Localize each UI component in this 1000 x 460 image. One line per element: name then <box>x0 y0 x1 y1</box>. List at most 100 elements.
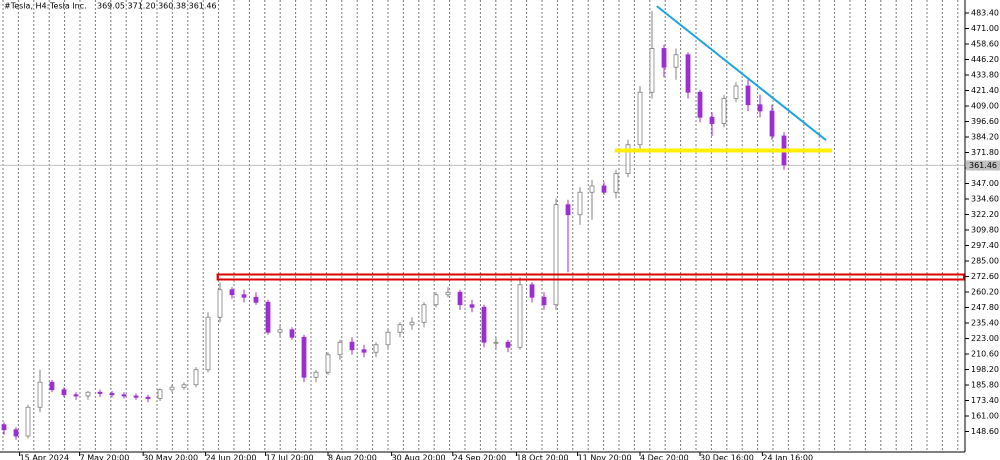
x-tick-label: 8 Aug 20:00 <box>328 454 377 460</box>
candle-body <box>253 296 259 303</box>
candle-body <box>529 284 535 298</box>
candle-body <box>613 173 619 193</box>
ohlc-readout: 369.05 371.20 360.38 361.46 <box>97 2 217 11</box>
candle-body <box>277 329 283 333</box>
candle-body <box>205 316 211 371</box>
y-tick-label: 396.60 <box>971 117 999 126</box>
period-separators <box>0 0 965 452</box>
trend-line <box>656 5 827 141</box>
symbol: #Tesla, H4: <box>4 2 49 11</box>
candle-body <box>301 336 307 378</box>
y-tick-label: 409.00 <box>971 102 999 111</box>
candle-body <box>697 91 703 118</box>
candle-body <box>601 185 607 193</box>
candle-body <box>109 393 115 396</box>
x-tick-label: 11 Nov 20:00 <box>578 454 632 460</box>
candle-body <box>565 204 571 216</box>
candle-body <box>217 289 223 318</box>
candle-body <box>121 394 127 397</box>
y-tick-label: 322.20 <box>971 210 999 219</box>
candle-body <box>25 406 31 437</box>
x-tick-label: 4 Dec 20:00 <box>640 454 689 460</box>
candle-body <box>577 191 583 216</box>
candle-body <box>481 306 487 343</box>
y-tick-label: 247.80 <box>971 303 999 312</box>
y-tick-label: 223.00 <box>971 334 999 343</box>
y-tick-label: 210.60 <box>971 350 999 359</box>
candle-body <box>505 341 511 348</box>
candle-body <box>769 110 775 137</box>
x-tick-label: 30 Dec 16:00 <box>700 454 754 460</box>
x-tick-label: 24 Sep 20:00 <box>453 454 506 460</box>
x-tick-label: 30 Aug 20:00 <box>392 454 446 460</box>
y-tick-label: 198.20 <box>971 365 999 374</box>
y-tick-label: 235.40 <box>971 319 999 328</box>
candle-body <box>169 386 175 391</box>
candle-body <box>73 394 79 397</box>
candle-body <box>1 424 7 431</box>
instrument-name: Tesla Inc. <box>49 2 87 11</box>
candle-body <box>157 389 163 399</box>
candle-body <box>325 354 331 373</box>
candle-body <box>37 381 43 408</box>
candle-body <box>181 384 187 388</box>
candle-body <box>265 301 271 333</box>
candle-body <box>685 54 691 93</box>
y-tick-label: 384.20 <box>971 133 999 142</box>
y-tick-label: 161.00 <box>971 412 999 421</box>
candle-body <box>145 396 151 399</box>
candle-body <box>13 429 19 437</box>
candle-body <box>193 369 199 386</box>
candle-body <box>469 304 475 308</box>
candle-body <box>733 85 739 99</box>
x-tick-label: 7 May 20:00 <box>80 454 130 460</box>
y-tick-label: 285.00 <box>971 257 999 266</box>
candle-body <box>385 331 391 346</box>
x-tick-label: 24 Jan 16:00 <box>762 454 813 460</box>
x-tick-label: 18 Oct 20:00 <box>516 454 568 460</box>
candle-body <box>133 395 139 398</box>
y-tick-label: 297.40 <box>971 241 999 250</box>
candle-body <box>373 344 379 353</box>
candle-body <box>745 85 751 106</box>
candle-body <box>709 116 715 124</box>
y-tick-label: 458.60 <box>971 40 999 49</box>
candle-body <box>61 389 67 396</box>
candle-body <box>541 296 547 306</box>
candle-body <box>85 391 91 397</box>
candle-body <box>553 204 559 306</box>
candle-body <box>241 294 247 298</box>
candle-body <box>397 324 403 333</box>
candle-body <box>229 289 235 296</box>
y-tick-label: 421.40 <box>971 86 999 95</box>
y-tick-label: 272.60 <box>971 272 999 281</box>
candle-body <box>721 98 727 124</box>
y-tick-label: 347.00 <box>971 179 999 188</box>
y-tick-label: 433.80 <box>971 71 999 80</box>
candle-body <box>49 381 55 391</box>
x-tick-label: 17 Jul 20:00 <box>266 454 314 460</box>
candle-body <box>349 341 355 351</box>
candle-body <box>757 104 763 112</box>
candle-body <box>661 48 667 68</box>
candle-body <box>649 48 655 93</box>
candle-body <box>313 371 319 378</box>
y-tick-label: 446.20 <box>971 55 999 64</box>
candle-body <box>625 144 631 174</box>
y-tick-label: 260.20 <box>971 288 999 297</box>
resistance-zone <box>216 273 966 281</box>
candle-body <box>445 291 451 296</box>
candle-body <box>337 341 343 356</box>
candle-body <box>457 291 463 306</box>
candle-body <box>97 391 103 394</box>
candle-body <box>421 304 427 323</box>
current-price-box <box>966 160 1000 171</box>
y-tick-label: 371.80 <box>971 148 999 157</box>
y-tick-label: 185.80 <box>971 381 999 390</box>
candle-body <box>493 341 499 344</box>
y-tick-label: 483.40 <box>971 9 999 18</box>
y-tick-label: 471.00 <box>971 24 999 33</box>
current-price-label: 361.46 <box>969 161 997 170</box>
candle-body <box>637 91 643 146</box>
